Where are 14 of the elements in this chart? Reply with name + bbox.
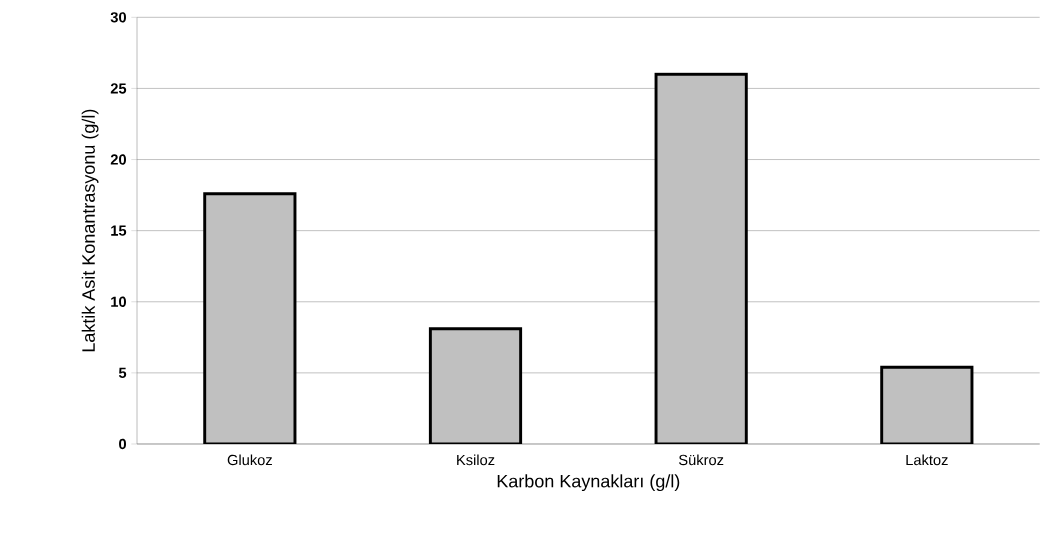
y-tick-label: 0 [119, 438, 126, 450]
y-tick-label: 20 [110, 154, 126, 165]
y-tick-label: 25 [110, 83, 127, 94]
y-tick-label: 10 [111, 296, 126, 307]
x-axis-title: Karbon Kaynakları (g/l) [497, 474, 680, 492]
x-tick-label: Ksiloz [457, 454, 495, 466]
y-tick-label: 5 [118, 367, 127, 378]
x-tick-label: Sükroz [679, 454, 724, 466]
x-tick-label: Laktoz [906, 454, 948, 466]
y-tick-label: 15 [111, 225, 127, 236]
x-tick-label: Glukoz [227, 454, 272, 466]
bar [203, 192, 297, 444]
y-axis-title: Laktik Asit Konantrasyonu (g/l) [81, 109, 99, 352]
y-tick-label: 30 [110, 12, 126, 23]
